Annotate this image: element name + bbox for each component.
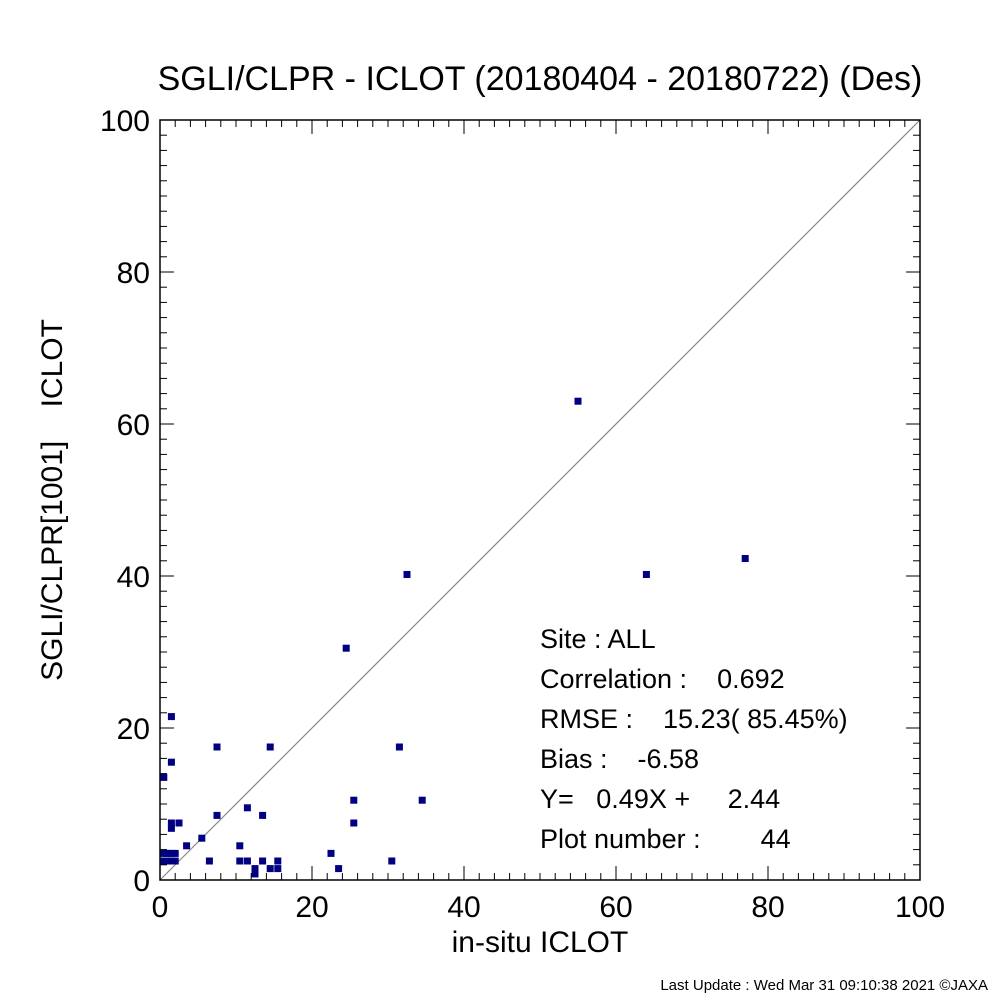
stat-regression: Y= 0.49X + 2.44 [540, 784, 780, 814]
data-point [167, 713, 175, 721]
data-point [741, 555, 749, 563]
data-point [251, 865, 259, 873]
x-tick-label: 20 [295, 891, 328, 924]
data-point [198, 834, 206, 842]
data-point [236, 857, 244, 865]
x-tick-label: 80 [751, 891, 784, 924]
data-point [213, 743, 221, 751]
data-point [342, 644, 350, 652]
stat-plot-number: Plot number : 44 [540, 824, 791, 854]
x-axis-label: in-situ ICLOT [452, 926, 629, 959]
data-point [574, 397, 582, 405]
data-point [160, 849, 168, 857]
stats-box: Site : ALL Correlation : 0.692 RMSE : 15… [540, 624, 848, 854]
x-tick-label: 0 [152, 891, 169, 924]
y-tick-label: 100 [100, 105, 150, 138]
stat-rmse: RMSE : 15.23( 85.45%) [540, 704, 848, 734]
data-point [350, 819, 358, 827]
stat-correlation: Correlation : 0.692 [540, 664, 785, 694]
tick-labels: 0 20 40 60 80 100 0 20 40 60 80 100 [100, 105, 945, 924]
data-point [167, 824, 175, 832]
y-tick-label: 80 [117, 257, 150, 290]
data-point [160, 857, 168, 865]
data-point [335, 865, 343, 873]
data-point [236, 842, 244, 850]
data-point [642, 570, 650, 578]
data-point [164, 857, 172, 865]
data-point [164, 849, 172, 857]
axis-ticks [159, 119, 921, 881]
data-point [327, 849, 335, 857]
data-point [243, 857, 251, 865]
data-point [243, 804, 251, 812]
data-point [274, 857, 282, 865]
y-tick-label: 60 [117, 409, 150, 442]
data-points [160, 397, 749, 878]
data-point [388, 857, 396, 865]
data-point [167, 758, 175, 766]
data-point [266, 743, 274, 751]
data-point [266, 865, 274, 873]
data-point [175, 819, 183, 827]
data-point [350, 796, 358, 804]
data-point [171, 849, 179, 857]
data-point [183, 842, 191, 850]
x-tick-label: 100 [895, 891, 945, 924]
y-tick-label: 40 [117, 561, 150, 594]
data-point [259, 811, 267, 819]
y-tick-label: 20 [117, 713, 150, 746]
data-point [251, 870, 259, 878]
data-point [259, 857, 267, 865]
data-point [213, 811, 221, 819]
y-axis-label: SGLI/CLPR[1001] ICLOT [36, 319, 69, 681]
chart-title: SGLI/CLPR - ICLOT (20180404 - 20180722) … [158, 60, 923, 98]
data-point [205, 857, 213, 865]
data-point [167, 857, 175, 865]
data-point [167, 849, 175, 857]
x-tick-label: 40 [447, 891, 480, 924]
data-point [167, 819, 175, 827]
one-to-one-line [159, 119, 921, 881]
y-tick-label: 0 [133, 865, 150, 898]
last-update-footer: Last Update : Wed Mar 31 09:10:38 2021 ©… [660, 977, 988, 994]
data-point [274, 865, 282, 873]
stat-bias: Bias : -6.58 [540, 744, 699, 774]
data-point [418, 796, 426, 804]
data-point [395, 743, 403, 751]
x-tick-label: 60 [599, 891, 632, 924]
data-point [171, 857, 179, 865]
stat-site: Site : ALL [540, 624, 656, 654]
data-point [160, 773, 168, 781]
data-point [403, 570, 411, 578]
plot-frame [159, 119, 921, 881]
